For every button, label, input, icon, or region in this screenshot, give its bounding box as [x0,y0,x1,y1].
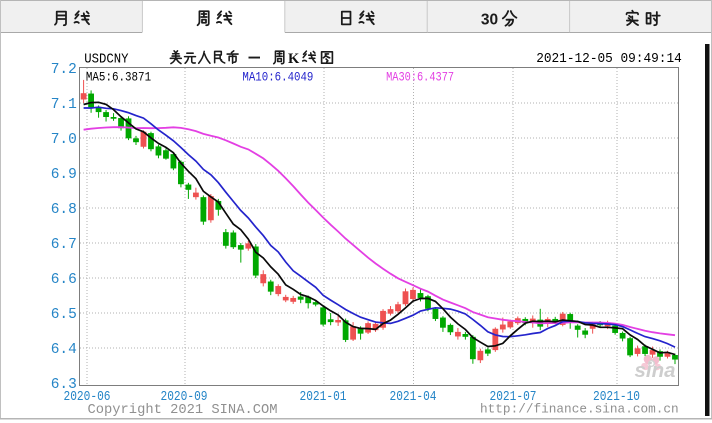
svg-text:2021-12-05 09:49:14: 2021-12-05 09:49:14 [536,52,682,67]
svg-text:MA5:6.3871: MA5:6.3871 [86,69,151,84]
svg-text:30: 30 [481,11,498,28]
svg-text:2021-04: 2021-04 [390,390,437,405]
svg-text:2021-07: 2021-07 [490,390,537,405]
svg-text:6.8: 6.8 [51,202,77,218]
svg-text:7.2: 7.2 [51,62,77,78]
svg-text:7.1: 7.1 [51,97,77,113]
svg-text:MA10:6.4049: MA10:6.4049 [242,69,313,84]
svg-text:6.9: 6.9 [51,167,77,183]
svg-text:MA30:6.4377: MA30:6.4377 [386,69,454,84]
svg-text:2021-10: 2021-10 [593,390,640,405]
svg-text:K: K [288,51,300,67]
svg-text:sina: sina [635,359,676,382]
svg-text:6.3: 6.3 [51,377,77,393]
svg-text:Copyright 2021 SINA.COM: Copyright 2021 SINA.COM [88,402,278,418]
svg-text:http://finance.sina.com.cn: http://finance.sina.com.cn [480,402,679,417]
svg-text:2020-06: 2020-06 [64,390,111,405]
svg-text:7.0: 7.0 [51,132,77,148]
svg-text:6.4: 6.4 [51,342,77,358]
svg-text:2020-09: 2020-09 [161,390,208,405]
svg-text:6.6: 6.6 [51,272,77,288]
svg-text:2021-01: 2021-01 [300,390,347,405]
svg-text:6.5: 6.5 [51,307,77,323]
svg-text:USDCNY: USDCNY [84,52,128,67]
svg-text:6.7: 6.7 [51,237,77,253]
